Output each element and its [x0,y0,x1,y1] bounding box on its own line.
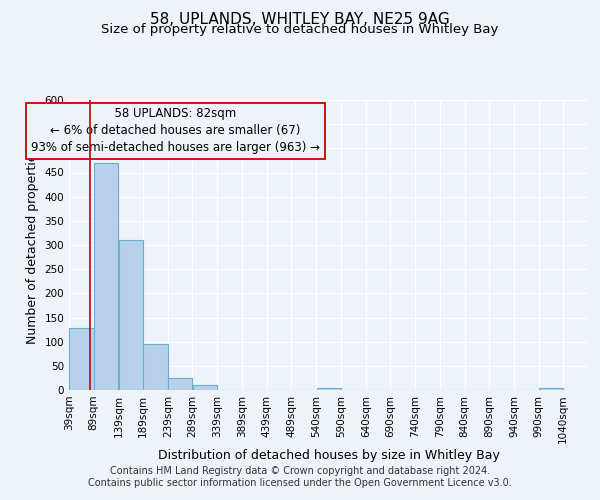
Bar [193,385,217,390]
Bar [539,388,563,390]
Y-axis label: Number of detached properties: Number of detached properties [26,146,39,344]
Bar [119,240,143,390]
Bar [94,163,118,390]
Bar [69,328,94,390]
Text: 58, UPLANDS, WHITLEY BAY, NE25 9AG: 58, UPLANDS, WHITLEY BAY, NE25 9AG [150,12,450,28]
Text: Size of property relative to detached houses in Whitley Bay: Size of property relative to detached ho… [101,22,499,36]
Text: 58 UPLANDS: 82sqm  
← 6% of detached houses are smaller (67)
93% of semi-detache: 58 UPLANDS: 82sqm ← 6% of detached house… [31,108,320,154]
Bar [143,344,167,390]
X-axis label: Distribution of detached houses by size in Whitley Bay: Distribution of detached houses by size … [158,449,499,462]
Bar [317,388,341,390]
Text: Contains HM Land Registry data © Crown copyright and database right 2024.
Contai: Contains HM Land Registry data © Crown c… [88,466,512,487]
Bar [168,378,193,390]
